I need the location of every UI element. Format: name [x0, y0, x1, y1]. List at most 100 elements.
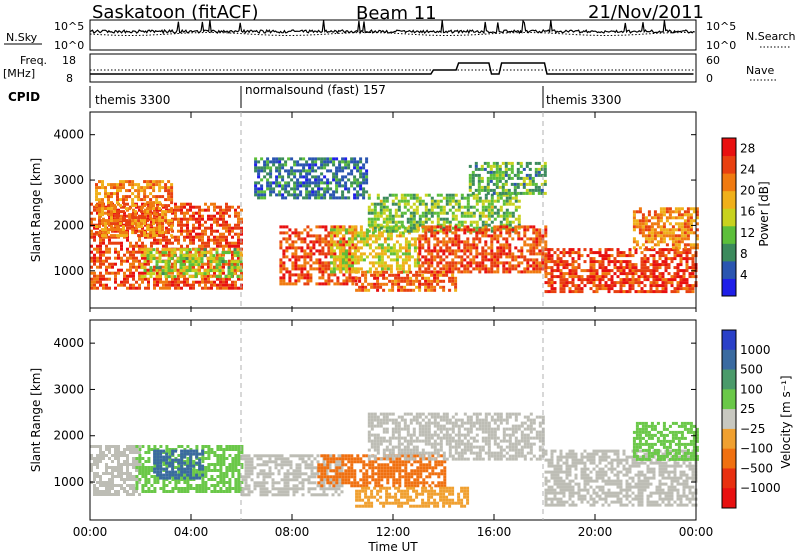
scatter-cell [502, 225, 506, 229]
scatter-cell [356, 163, 360, 167]
scatter-cell [656, 222, 660, 226]
scatter-cell [598, 260, 602, 264]
scatter-cell [257, 190, 261, 194]
scatter-cell [676, 269, 680, 273]
scatter-cell [344, 249, 348, 253]
scatter-cell [114, 262, 117, 266]
scatter-cell [213, 247, 216, 251]
scatter-cell [95, 189, 98, 193]
scatter-cell [653, 237, 657, 241]
scatter-cell [361, 282, 365, 286]
power-colorbar-tick: 20 [740, 184, 755, 198]
scatter-cell [412, 223, 416, 227]
scatter-cell [550, 287, 554, 291]
scatter-cell [652, 272, 656, 276]
scatter-cell [490, 258, 494, 262]
scatter-cell [293, 160, 297, 164]
scatter-cell [204, 202, 207, 206]
scatter-cell [517, 223, 521, 227]
scatter-cell [338, 264, 342, 268]
power-colorbar-swatch [722, 225, 736, 244]
scatter-cell [225, 241, 228, 245]
scatter-cell [144, 478, 148, 481]
scatter-cell [475, 202, 479, 206]
scatter-cell [306, 282, 310, 286]
scatter-cell [394, 229, 398, 233]
scatter-cell [335, 184, 339, 188]
scatter-cell [119, 204, 122, 208]
scatter-cell [164, 263, 168, 267]
scatter-cell [186, 211, 189, 215]
scatter-cell [132, 463, 135, 466]
scatter-cell [388, 193, 392, 197]
scatter-cell [658, 257, 662, 261]
scatter-cell [132, 247, 135, 251]
scatter-cell [135, 286, 138, 290]
scatter-cell [338, 246, 342, 250]
scatter-cell [635, 225, 639, 229]
scatter-cell [421, 229, 425, 233]
scatter-cell [140, 275, 144, 279]
scatter-cell [652, 290, 656, 294]
scatter-cell [315, 282, 319, 286]
scatter-cell [110, 219, 113, 223]
scatter-cell [144, 262, 147, 266]
scatter-cell [577, 287, 581, 291]
scatter-cell [147, 259, 150, 263]
scatter-cell [132, 457, 135, 460]
scatter-cell [225, 490, 229, 493]
scatter-cell [332, 228, 336, 232]
scatter-cell [117, 202, 120, 206]
scatter-cell [448, 252, 452, 256]
scatter-cell [625, 281, 629, 285]
scatter-cell [359, 184, 363, 188]
scatter-cell [466, 249, 470, 253]
scatter-cell [96, 247, 99, 251]
scatter-cell [538, 270, 542, 274]
scatter-cell [149, 254, 153, 258]
scatter-cell [138, 262, 141, 266]
scatter-cell [131, 228, 135, 232]
scatter-cell [649, 272, 653, 276]
scatter-cell [365, 255, 369, 259]
scatter-cell [234, 463, 238, 466]
scatter-cell [424, 228, 428, 232]
scatter-cell [207, 466, 211, 469]
scatter-cell [119, 180, 122, 184]
scatter-cell [421, 270, 425, 274]
scatter-cell [508, 234, 512, 238]
scatter-cell [347, 160, 351, 164]
scatter-cell [685, 260, 689, 264]
cpid-bar: CPID themis 3300 normalsound (fast) 157 … [8, 83, 621, 108]
scatter-cell [177, 277, 180, 281]
scatter-cell [99, 493, 102, 496]
scatter-cell [691, 290, 695, 294]
scatter-cell [213, 463, 217, 466]
scatter-cell [141, 469, 145, 472]
scatter-cell [344, 187, 348, 191]
scatter-cell [424, 288, 428, 292]
scatter-cell [374, 252, 378, 256]
scatter-cell [114, 469, 117, 472]
scatter-cell [120, 280, 123, 284]
scatter-cell [350, 246, 354, 250]
scatter-cell [371, 261, 375, 265]
scatter-cell [448, 276, 452, 280]
scatter-cell [216, 454, 220, 457]
scatter-cell [260, 187, 264, 191]
scatter-cell [183, 481, 187, 484]
scatter-cell [155, 213, 159, 217]
scatter-cell [105, 250, 108, 254]
power-colorbar-swatch [722, 138, 736, 157]
scatter-cell [607, 263, 611, 267]
scatter-cell [299, 193, 303, 197]
scatter-cell [495, 185, 499, 189]
scatter-cell [395, 267, 399, 271]
scatter-cell [508, 223, 512, 227]
scatter-cell [281, 157, 285, 161]
scatter-cell [391, 193, 395, 197]
scatter-cell [317, 178, 321, 182]
scatter-cell [119, 210, 122, 214]
scatter-cell [445, 264, 449, 268]
scatter-cell [332, 160, 336, 164]
